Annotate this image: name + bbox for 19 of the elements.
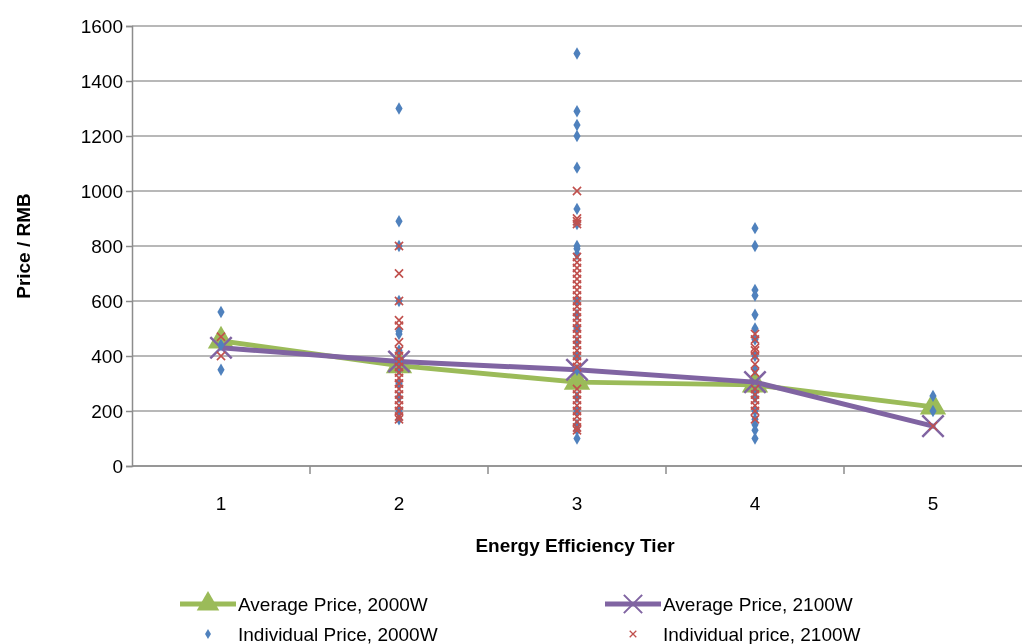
x-tick-label: 1 — [215, 493, 227, 514]
y-tick-label: 200 — [91, 400, 123, 422]
y-tick-label: 0 — [112, 455, 123, 477]
y-tick-label: 1200 — [80, 125, 123, 147]
legend-label: Average Price, 2000W — [238, 594, 428, 615]
y-tick-label: 1000 — [80, 180, 123, 202]
y-tick-label: 1600 — [80, 15, 123, 37]
y-tick-label: 600 — [91, 290, 123, 312]
y-axis-title: Price / RMB — [13, 193, 34, 299]
y-tick-label: 1400 — [80, 70, 123, 92]
x-axis-title: Energy Efficiency Tier — [475, 535, 676, 556]
legend-label: Individual Price, 2000W — [238, 624, 438, 644]
x-tick-label: 2 — [393, 493, 405, 514]
y-tick-label: 800 — [91, 235, 123, 257]
y-tick-label: 400 — [91, 345, 123, 367]
legend-label: Average Price, 2100W — [663, 594, 853, 615]
x-tick-label: 5 — [927, 493, 939, 514]
x-tick-label: 3 — [571, 493, 583, 514]
x-tick-label: 4 — [749, 493, 761, 514]
